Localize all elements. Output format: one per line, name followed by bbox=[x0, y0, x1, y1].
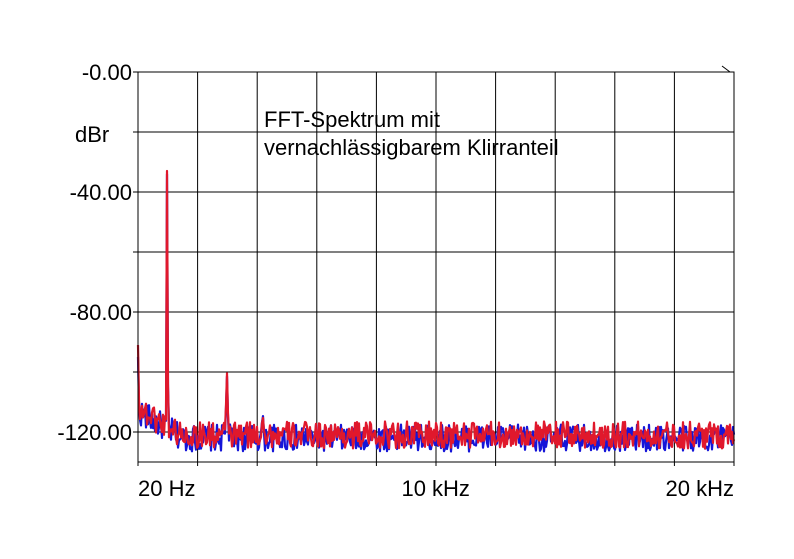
series-line-2 bbox=[136, 169, 736, 450]
y-axis-label: dBr bbox=[75, 122, 109, 147]
corner-mark bbox=[710, 65, 732, 73]
x-tick-label: 10 kHz bbox=[401, 476, 469, 501]
annotation-line-2: vernachlässigbarem Klirranteil bbox=[264, 135, 559, 160]
grid bbox=[138, 72, 734, 462]
plot-frame bbox=[133, 71, 735, 466]
y-tick-label: -120.00 bbox=[57, 420, 132, 445]
y-tick-label: -80.00 bbox=[70, 300, 132, 325]
x-tick-label: 20 kHz bbox=[666, 476, 734, 501]
y-tick-labels: -0.00 -40.00 -80.00 -120.00 bbox=[57, 60, 132, 445]
x-tick-label: 20 Hz bbox=[138, 476, 195, 501]
y-tick-label: -40.00 bbox=[70, 180, 132, 205]
series-layer bbox=[136, 169, 736, 453]
y-tick-label: -0.00 bbox=[82, 60, 132, 85]
annotation-line-1: FFT-Spektrum mit bbox=[264, 107, 440, 132]
x-tick-labels: 20 Hz 10 kHz 20 kHz bbox=[138, 476, 734, 501]
